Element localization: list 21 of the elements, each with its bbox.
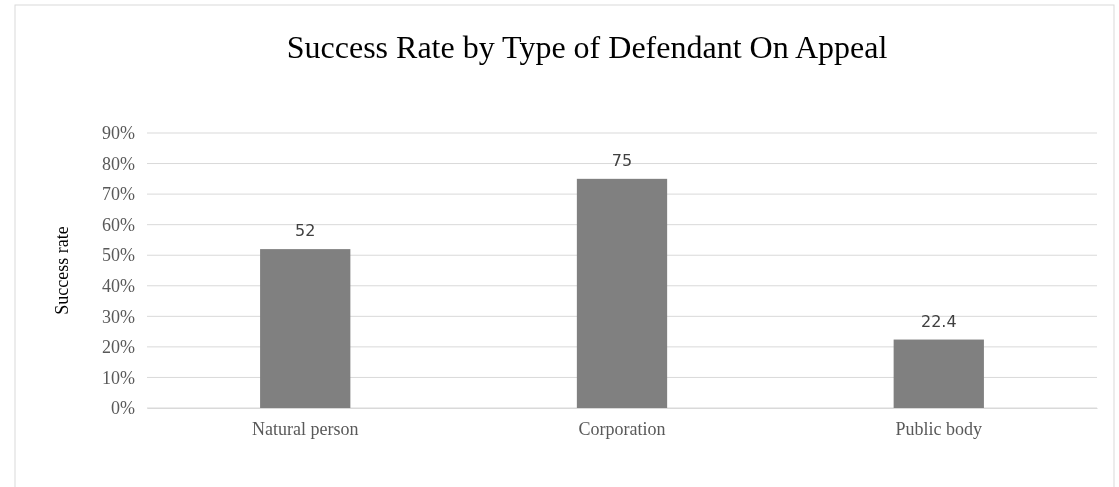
chart-title: Success Rate by Type of Defendant On Appeal [286, 29, 888, 65]
data-label: 22.4 [920, 311, 957, 331]
y-tick-label: 50% [102, 245, 135, 266]
y-tick-label: 10% [102, 367, 135, 388]
y-tick-label: 80% [102, 153, 135, 174]
data-label: 52 [295, 221, 316, 241]
x-tick-label: Corporation [578, 418, 666, 439]
bar [260, 249, 351, 408]
y-tick-label: 90% [102, 123, 135, 144]
y-tick-label: 70% [102, 184, 135, 205]
x-tick-label: Natural person [251, 418, 359, 439]
y-tick-label: 20% [102, 337, 135, 358]
bar [893, 339, 984, 408]
y-axis-title: Success rate [52, 226, 72, 315]
y-tick-label: 60% [102, 214, 135, 235]
bar [576, 178, 668, 408]
y-tick-label: 40% [102, 276, 135, 297]
data-label: 75 [611, 150, 633, 170]
y-tick-label: 0% [111, 398, 135, 419]
y-tick-label: 30% [102, 306, 135, 327]
x-tick-label: Public body [895, 418, 983, 439]
